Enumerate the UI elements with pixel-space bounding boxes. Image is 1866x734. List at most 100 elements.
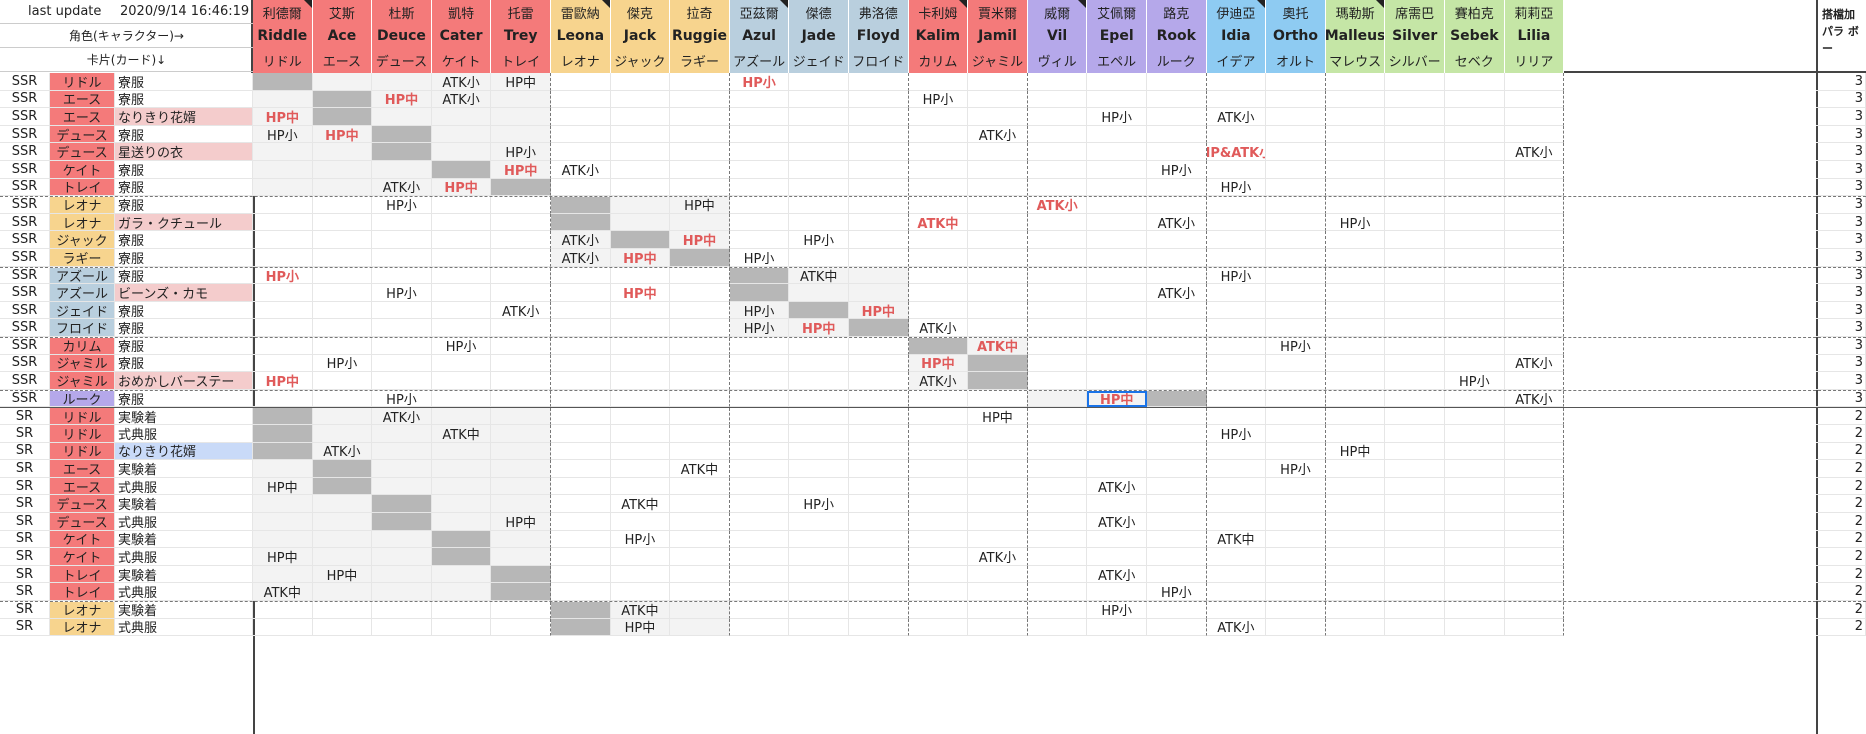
bonus-cell[interactable] xyxy=(1087,125,1147,144)
bonus-cell[interactable] xyxy=(1504,602,1565,619)
card-character-cell[interactable]: レオナ xyxy=(50,618,115,637)
bonus-cell[interactable] xyxy=(1147,108,1207,126)
bonus-cell[interactable] xyxy=(670,602,730,619)
bonus-cell[interactable] xyxy=(551,477,611,496)
bonus-cell[interactable] xyxy=(312,108,373,126)
bonus-cell[interactable] xyxy=(491,90,551,109)
card-character-cell[interactable]: トレイ xyxy=(50,583,115,601)
card-character-cell[interactable]: フロイド xyxy=(50,319,115,337)
card-character-cell[interactable]: リドル xyxy=(50,442,115,461)
bonus-cell[interactable] xyxy=(1385,197,1445,214)
rarity-cell[interactable]: SSR xyxy=(0,319,50,337)
bonus-cell[interactable] xyxy=(789,372,849,390)
bonus-cell[interactable]: HP中 xyxy=(253,548,313,566)
bonus-cell[interactable] xyxy=(372,213,432,232)
bonus-cell[interactable] xyxy=(1385,565,1445,584)
bonus-cell[interactable]: HP中 xyxy=(670,231,730,249)
card-name-cell[interactable]: なりきり花婿 xyxy=(115,108,253,126)
bonus-cell[interactable] xyxy=(1087,249,1147,267)
bonus-cell[interactable] xyxy=(1325,460,1386,478)
bonus-cell[interactable]: HP小 xyxy=(1325,213,1386,232)
rarity-cell[interactable]: SSR xyxy=(0,354,50,373)
bonus-cell[interactable] xyxy=(1266,548,1326,566)
bonus-cell[interactable] xyxy=(1266,125,1326,144)
bonus-cell[interactable] xyxy=(253,513,313,531)
bonus-cell[interactable] xyxy=(1027,390,1088,408)
bonus-cell[interactable]: HP小 xyxy=(610,530,671,549)
card-name-cell[interactable]: おめかしバーステー xyxy=(115,372,253,390)
bonus-cell[interactable] xyxy=(1087,408,1147,425)
bonus-cell[interactable] xyxy=(729,583,790,601)
bonus-cell[interactable]: HP中 xyxy=(670,197,730,214)
bonus-cell[interactable] xyxy=(670,249,730,267)
bonus-cell[interactable] xyxy=(1206,338,1267,355)
bonus-cell[interactable] xyxy=(1504,618,1565,637)
bonus-cell[interactable] xyxy=(908,477,969,496)
bonus-cell[interactable] xyxy=(1147,565,1207,584)
card-name-cell[interactable]: 実験着 xyxy=(115,565,253,584)
character-header[interactable]: 威爾 Vil ヴィル xyxy=(1027,0,1088,73)
rarity-cell[interactable]: SSR xyxy=(0,178,50,197)
bonus-cell[interactable] xyxy=(1027,125,1088,144)
card-character-cell[interactable]: ジャミル xyxy=(50,372,115,390)
bonus-cell[interactable] xyxy=(610,583,671,601)
bonus-cell[interactable] xyxy=(789,249,849,267)
bonus-cell[interactable] xyxy=(312,618,373,637)
bonus-cell[interactable]: HP小 xyxy=(312,354,373,373)
bonus-cell[interactable] xyxy=(1325,125,1386,144)
bonus-cell[interactable] xyxy=(670,178,730,197)
bonus-cell[interactable] xyxy=(1504,267,1565,285)
bonus-cell[interactable] xyxy=(1206,602,1267,619)
card-character-cell[interactable]: ケイト xyxy=(50,161,115,179)
bonus-cell[interactable] xyxy=(1504,425,1565,443)
bonus-cell[interactable] xyxy=(968,108,1028,126)
bonus-cell[interactable] xyxy=(312,161,373,179)
bonus-cell[interactable] xyxy=(1147,301,1207,320)
bonus-cell[interactable] xyxy=(1087,372,1147,390)
bonus-total-cell[interactable]: 2 xyxy=(1816,442,1866,461)
bonus-cell[interactable] xyxy=(551,548,611,566)
bonus-cell[interactable]: ATK中 xyxy=(610,602,671,619)
rarity-cell[interactable]: SR xyxy=(0,477,50,496)
bonus-cell[interactable] xyxy=(1445,249,1505,267)
bonus-cell[interactable] xyxy=(968,231,1028,249)
bonus-cell[interactable] xyxy=(431,442,492,461)
bonus-cell[interactable] xyxy=(1385,108,1445,126)
bonus-cell[interactable] xyxy=(312,513,373,531)
card-character-cell[interactable]: レオナ xyxy=(50,602,115,619)
card-name-cell[interactable]: 寮服 xyxy=(115,231,253,249)
card-character-cell[interactable]: ケイト xyxy=(50,548,115,566)
bonus-cell[interactable] xyxy=(789,548,849,566)
bonus-cell[interactable] xyxy=(1385,231,1445,249)
bonus-cell[interactable] xyxy=(1087,90,1147,109)
bonus-cell[interactable] xyxy=(1087,161,1147,179)
bonus-cell[interactable] xyxy=(1147,530,1207,549)
bonus-cell[interactable] xyxy=(1147,602,1207,619)
rarity-cell[interactable]: SR xyxy=(0,460,50,478)
bonus-cell[interactable] xyxy=(1445,565,1505,584)
bonus-cell[interactable] xyxy=(1385,267,1445,285)
bonus-cell[interactable] xyxy=(312,319,373,337)
bonus-cell[interactable] xyxy=(491,267,551,285)
bonus-cell[interactable] xyxy=(372,125,432,144)
bonus-cell[interactable] xyxy=(1445,197,1505,214)
rarity-cell[interactable]: SSR xyxy=(0,143,50,161)
bonus-cell[interactable] xyxy=(849,565,909,584)
bonus-cell[interactable]: ATK小 xyxy=(968,548,1028,566)
bonus-cell[interactable] xyxy=(1087,231,1147,249)
bonus-cell[interactable] xyxy=(372,565,432,584)
bonus-cell[interactable] xyxy=(431,267,492,285)
bonus-cell[interactable] xyxy=(1445,602,1505,619)
bonus-cell[interactable] xyxy=(1325,197,1386,214)
bonus-cell[interactable] xyxy=(1087,425,1147,443)
bonus-cell[interactable] xyxy=(729,90,790,109)
bonus-cell[interactable] xyxy=(1445,231,1505,249)
bonus-cell[interactable] xyxy=(729,354,790,373)
bonus-cell[interactable] xyxy=(1027,213,1088,232)
bonus-cell[interactable] xyxy=(431,284,492,302)
bonus-cell[interactable] xyxy=(1504,477,1565,496)
bonus-cell[interactable] xyxy=(1147,425,1207,443)
bonus-cell[interactable] xyxy=(1266,197,1326,214)
rarity-cell[interactable]: SR xyxy=(0,425,50,443)
bonus-cell[interactable] xyxy=(849,213,909,232)
